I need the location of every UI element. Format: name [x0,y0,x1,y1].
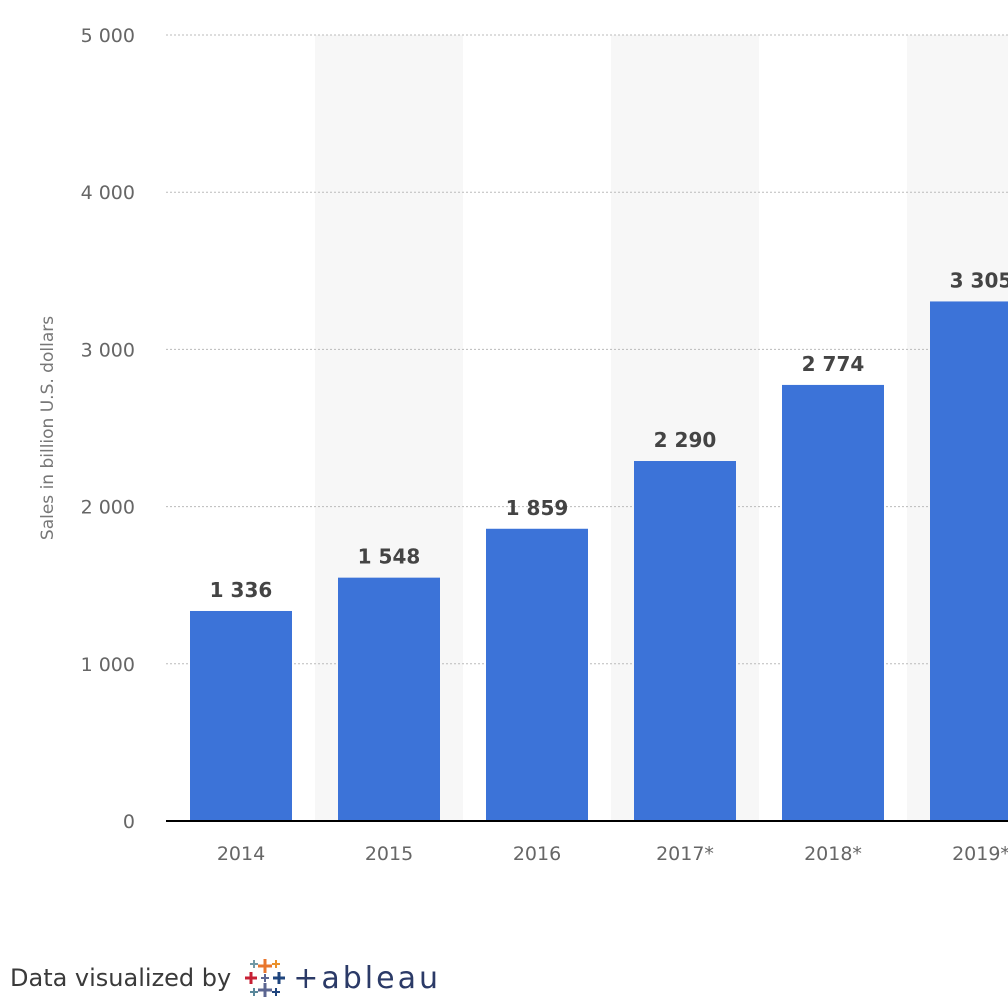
data-label: 1 548 [358,545,421,569]
tableau-logo-icon [245,959,286,997]
y-tick-label: 5 000 [81,25,135,47]
y-tick-label: 3 000 [81,339,135,361]
y-tick-labels: 0 1 000 2 000 3 000 4 000 5 000 [81,25,135,833]
x-tick-label: 2019* [952,843,1008,865]
data-label: 2 774 [802,352,865,376]
data-label: 1 336 [210,578,273,602]
bar [930,301,1008,822]
data-label: 2 290 [654,428,717,452]
x-tick-label: 2014 [217,843,265,865]
y-axis-label: Sales in billion U.S. dollars [38,316,58,540]
x-tick-labels: 2014 2015 2016 2017* 2018* 2019* [217,843,1008,865]
footer-text: Data visualized by [10,964,232,992]
x-tick-label: 2017* [656,843,714,865]
y-tick-label: 2 000 [81,497,135,519]
bar [190,610,292,821]
bar-chart: 1 336 1 548 1 859 2 290 2 774 3 305 0 1 000 2 0… [38,25,1008,865]
tableau-wordmark: +ableau [293,960,441,996]
bar [486,528,588,821]
y-tick-label: 1 000 [81,654,135,676]
y-tick-label: 4 000 [81,182,135,204]
data-label: 3 305 [950,268,1008,292]
data-labels: 1 336 1 548 1 859 2 290 2 774 3 305 [210,268,1008,602]
x-tick-label: 2018* [804,843,862,865]
data-label: 1 859 [506,496,569,520]
footer: Data visualized by +ableau [10,958,441,998]
bar [782,384,884,821]
y-tick-label: 0 [123,811,135,833]
x-tick-label: 2015 [365,843,413,865]
bars [190,301,1008,822]
bar [338,577,440,821]
x-tick-label: 2016 [513,843,561,865]
bar [634,461,736,821]
